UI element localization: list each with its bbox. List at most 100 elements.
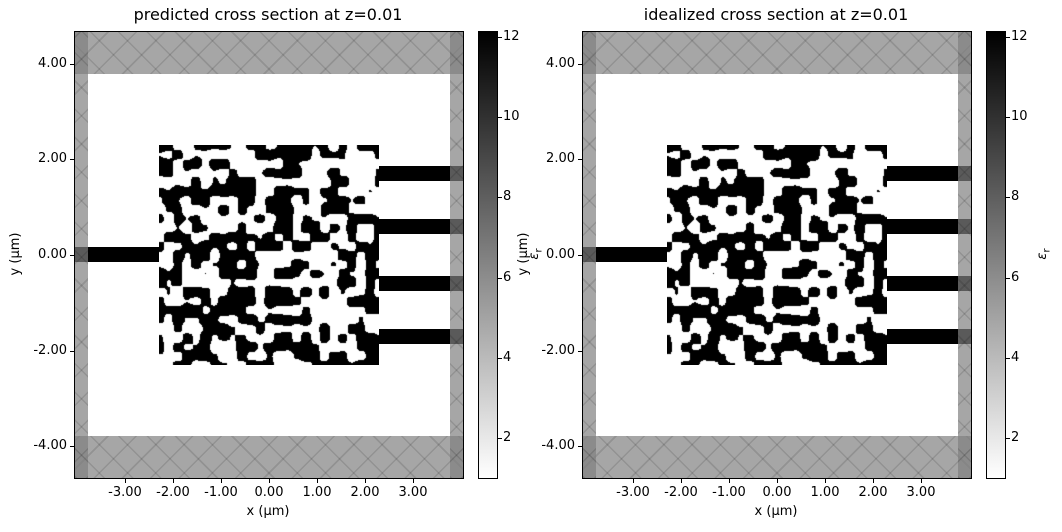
- x-tick-mark: [125, 479, 126, 483]
- colorbar: [986, 31, 1006, 479]
- x-tick-label: 3.00: [906, 485, 936, 500]
- x-tick-mark: [873, 479, 874, 483]
- y-tick-mark: [70, 255, 74, 256]
- output-waveguide: [887, 219, 971, 234]
- colorbar-tick-label: 10: [503, 109, 520, 124]
- colorbar-tick-mark: [1006, 438, 1010, 439]
- x-tick-label: 1.00: [810, 485, 840, 500]
- x-tick-mark: [317, 479, 318, 483]
- colorbar-tick-label: 6: [1011, 270, 1020, 285]
- input-waveguide: [583, 247, 667, 262]
- x-tick-label: 3.00: [398, 485, 428, 500]
- x-axis-label: x (μm): [754, 504, 798, 519]
- output-waveguide: [379, 219, 463, 234]
- output-waveguide: [887, 276, 971, 291]
- y-tick-label: 0.00: [546, 247, 575, 262]
- colorbar-tick-label: 4: [503, 350, 512, 365]
- x-tick-mark: [413, 479, 414, 483]
- colorbar-tick-label: 2: [1011, 430, 1020, 445]
- x-tick-mark: [681, 479, 682, 483]
- design-region-canvas: [667, 145, 887, 365]
- x-tick-label: 0.00: [762, 485, 792, 500]
- x-tick-mark: [173, 479, 174, 483]
- colorbar-tick-mark: [498, 117, 502, 118]
- output-waveguide: [379, 166, 463, 181]
- pml-strip-left: [583, 32, 596, 478]
- x-axis-label: x (μm): [246, 504, 290, 519]
- x-tick-mark: [777, 479, 778, 483]
- colorbar-tick-mark: [498, 37, 502, 38]
- output-waveguide: [379, 276, 463, 291]
- colorbar-tick-label: 12: [1011, 29, 1028, 44]
- y-tick-label: -2.00: [33, 343, 67, 358]
- x-tick-label: -1.00: [712, 485, 746, 500]
- x-tick-mark: [365, 479, 366, 483]
- pml-band-bottom: [583, 436, 971, 478]
- pml-band-top: [75, 32, 463, 74]
- colorbar-tick-mark: [1006, 278, 1010, 279]
- colorbar-tick-mark: [498, 438, 502, 439]
- y-tick-mark: [578, 351, 582, 352]
- colorbar-tick-mark: [498, 278, 502, 279]
- x-tick-mark: [921, 479, 922, 483]
- colorbar-tick-mark: [1006, 358, 1010, 359]
- y-tick-label: 2.00: [546, 151, 575, 166]
- x-tick-label: -3.00: [616, 485, 650, 500]
- pml-strip-left: [75, 32, 88, 478]
- y-tick-mark: [578, 255, 582, 256]
- y-tick-label: 4.00: [546, 56, 575, 71]
- x-tick-mark: [633, 479, 634, 483]
- output-waveguide: [887, 329, 971, 344]
- x-tick-mark: [221, 479, 222, 483]
- colorbar-tick-label: 8: [1011, 189, 1020, 204]
- colorbar-tick-label: 12: [503, 29, 520, 44]
- colorbar-label: εr: [1035, 248, 1053, 260]
- colorbar-tick-mark: [1006, 37, 1010, 38]
- y-tick-mark: [578, 64, 582, 65]
- x-tick-label: -2.00: [664, 485, 698, 500]
- pml-band-top: [583, 32, 971, 74]
- design-region-canvas: [159, 145, 379, 365]
- axes-area: [582, 31, 972, 479]
- colorbar-tick-label: 6: [503, 270, 512, 285]
- colorbar-tick-mark: [1006, 117, 1010, 118]
- y-tick-label: 4.00: [38, 56, 67, 71]
- pml-band-bottom: [75, 436, 463, 478]
- plot-title: predicted cross section at z=0.01: [133, 5, 403, 24]
- y-tick-mark: [578, 446, 582, 447]
- y-tick-label: -4.00: [33, 438, 67, 453]
- x-tick-label: 2.00: [858, 485, 888, 500]
- y-tick-label: 2.00: [38, 151, 67, 166]
- x-tick-mark: [729, 479, 730, 483]
- colorbar-tick-label: 10: [1011, 109, 1028, 124]
- colorbar-tick-mark: [1006, 197, 1010, 198]
- x-tick-label: -3.00: [108, 485, 142, 500]
- colorbar: [478, 31, 498, 479]
- y-tick-mark: [70, 64, 74, 65]
- colorbar-tick-label: 8: [503, 189, 512, 204]
- y-tick-mark: [578, 159, 582, 160]
- input-waveguide: [75, 247, 159, 262]
- y-tick-label: 0.00: [38, 247, 67, 262]
- pml-strip-right: [450, 32, 463, 478]
- y-tick-mark: [70, 159, 74, 160]
- x-tick-label: -2.00: [156, 485, 190, 500]
- x-tick-label: -1.00: [204, 485, 238, 500]
- output-waveguide: [887, 166, 971, 181]
- y-tick-mark: [70, 351, 74, 352]
- pml-strip-right: [958, 32, 971, 478]
- plot-title: idealized cross section at z=0.01: [643, 5, 909, 24]
- x-tick-mark: [269, 479, 270, 483]
- x-tick-label: 0.00: [254, 485, 284, 500]
- x-tick-label: 1.00: [302, 485, 332, 500]
- y-tick-label: -4.00: [541, 438, 575, 453]
- axes-area: [74, 31, 464, 479]
- y-tick-label: -2.00: [541, 343, 575, 358]
- colorbar-tick-label: 4: [1011, 350, 1020, 365]
- colorbar-tick-label: 2: [503, 430, 512, 445]
- x-tick-label: 2.00: [350, 485, 380, 500]
- x-tick-mark: [825, 479, 826, 483]
- colorbar-tick-mark: [498, 358, 502, 359]
- colorbar-tick-mark: [498, 197, 502, 198]
